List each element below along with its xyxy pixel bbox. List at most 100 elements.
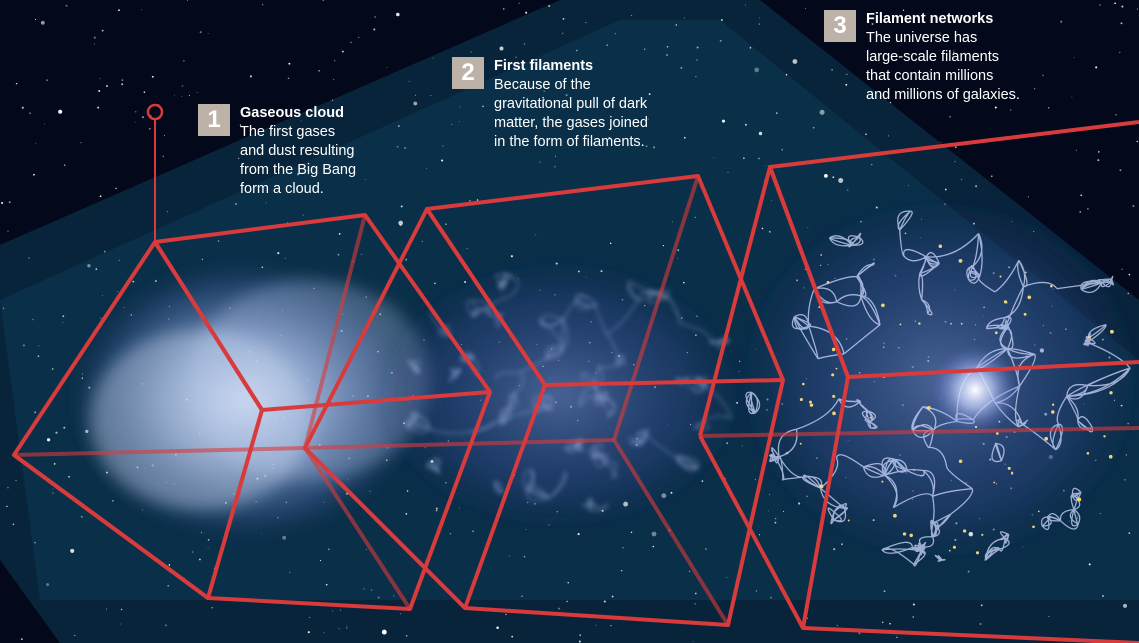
filament [863,465,886,476]
galaxy [1086,452,1090,455]
filament [1080,282,1103,294]
filament [922,406,937,431]
star [365,548,368,550]
filament [566,446,576,454]
filament [932,488,973,498]
star [365,178,366,180]
filament [794,314,810,327]
star [405,513,408,515]
filament [1080,278,1112,290]
star [181,95,183,97]
step-text-line: in the form of filaments. [494,134,645,150]
step-text-line: Because of the [494,77,591,93]
filament [999,328,1008,350]
star [207,547,209,549]
filament [771,447,780,458]
filament [1110,278,1114,286]
star [55,431,58,434]
filament [828,237,852,247]
filament [452,371,456,378]
filament [884,474,898,508]
filament [593,384,599,399]
star [112,500,114,502]
star [1119,51,1121,54]
step-description: Filament networks The universe has large… [866,10,1020,105]
filament [429,458,441,471]
filament [405,422,429,430]
filament [601,457,606,465]
galaxy [958,459,963,463]
galaxy [809,403,814,407]
filament [526,489,550,500]
star [164,134,165,136]
star [74,634,76,636]
filament [1004,286,1024,330]
filament [454,369,462,378]
star [252,168,254,170]
filament [895,459,908,471]
galaxy [1007,466,1011,470]
star [99,77,101,80]
galaxy [962,529,967,533]
filament [471,305,491,317]
star [15,82,18,85]
star [536,80,539,83]
star [7,487,9,489]
galaxies [799,244,1123,555]
filament [1101,278,1113,288]
star [405,258,408,261]
star [652,545,655,548]
star [630,531,633,534]
star [882,94,885,97]
star [662,245,664,247]
filament [562,319,569,348]
galaxy [809,400,812,404]
galaxy [831,347,836,352]
filament [525,489,550,502]
filament [638,296,651,302]
star [745,123,747,126]
galaxy [1109,329,1114,334]
star [888,135,890,137]
star [100,317,102,319]
star [166,210,169,213]
step-text-line: large-scale filaments [866,49,999,65]
filament [984,548,1000,561]
filament [675,455,699,468]
star [34,541,36,544]
star [609,242,612,244]
star [199,558,201,561]
filament [830,511,835,525]
star [363,588,365,590]
filament [1007,347,1035,355]
star [543,90,545,92]
star [323,632,325,634]
filament [588,497,592,505]
star [865,133,867,136]
galaxy [993,481,996,484]
star [953,49,955,51]
filament [833,503,847,513]
filament [469,409,510,433]
filament [1047,513,1062,522]
filament [1089,342,1131,369]
star [1127,292,1130,295]
filament [1071,487,1082,495]
filament [940,558,946,562]
star [503,8,505,10]
star [287,77,290,80]
star [434,282,436,285]
filament [648,295,668,304]
star [33,173,35,176]
star [1047,107,1050,109]
star [771,199,773,202]
filament [969,265,981,279]
star [721,119,726,123]
star [338,233,341,235]
star [346,627,348,629]
filament [592,452,603,459]
filament [819,488,845,509]
star [118,9,120,12]
star [374,16,376,18]
filament [546,347,564,360]
